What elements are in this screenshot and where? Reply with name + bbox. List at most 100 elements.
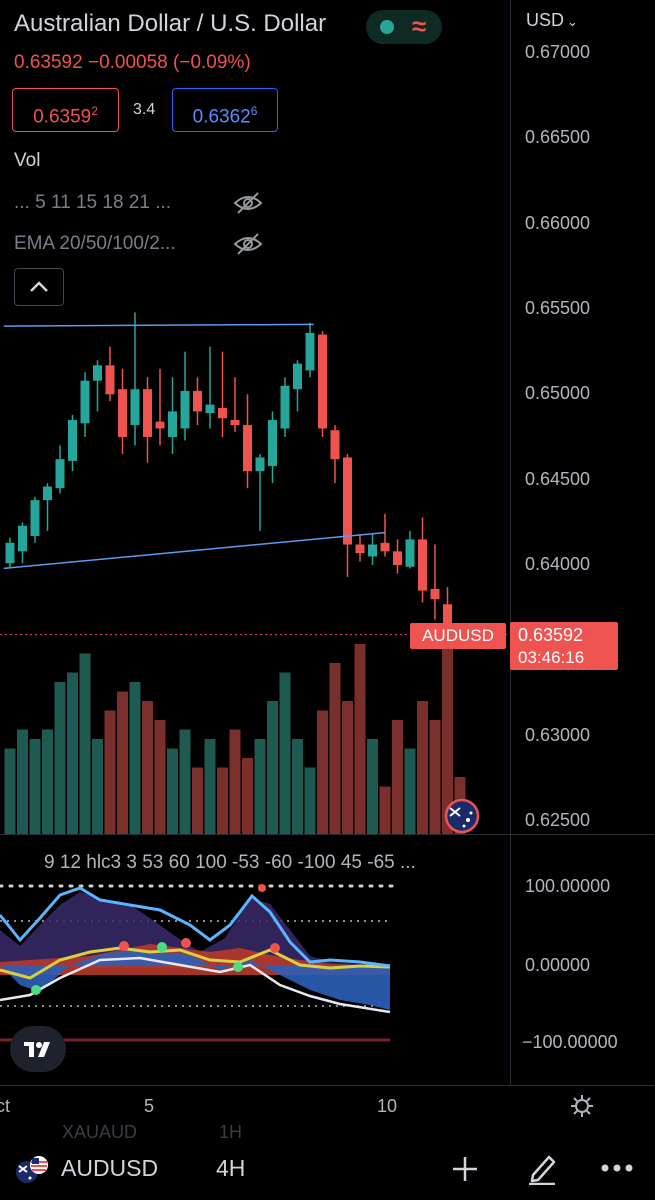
volume-bar [204,739,216,834]
instrument-title[interactable]: Australian Dollar / U.S. Dollar [14,10,327,37]
price-axis-label: 0.65500 [525,298,591,318]
candle-body[interactable] [255,457,265,472]
candle-body[interactable] [68,419,77,461]
price-axis-label: 0.62500 [525,810,591,830]
candle-body[interactable] [430,588,440,600]
osc-signal-dot [31,985,41,995]
currency-pair-flags-icon [16,1156,48,1183]
candle-body[interactable] [180,390,190,429]
candle-body[interactable] [318,334,327,429]
time-axis-border [0,1085,655,1086]
volume-bar [329,663,341,834]
candle-body[interactable] [243,425,252,472]
market-status-pill[interactable]: ≈ [366,10,442,44]
osc-signal-dot [233,962,243,972]
candle-body[interactable] [43,486,52,501]
oscillator-pane[interactable] [0,884,394,1042]
delayed-wave-icon: ≈ [412,11,427,41]
candle-body[interactable] [380,542,390,552]
settings-gear-icon[interactable] [570,1094,594,1118]
pane-separator[interactable] [0,834,655,835]
volume-bar [217,767,228,834]
candle-body[interactable] [268,419,277,467]
volume-bar [267,701,278,834]
price-change-pct: (−0.09%) [173,52,251,73]
last-price-tag: 0.63592 03:46:16 [510,622,618,670]
osc-signal-dot [119,941,129,951]
candle-body[interactable] [118,389,127,437]
bid-pip: 2 [91,104,98,118]
currency-selector[interactable]: USD ⌄ [526,10,578,31]
candle-body[interactable] [205,404,215,414]
volume-bar [417,701,428,834]
chevron-down-icon: ⌄ [567,14,578,29]
volume-bar [92,739,103,834]
volume-bar [17,729,28,834]
volume-bar [242,758,253,834]
volume-bar [279,672,291,834]
economic-event-flag-icon[interactable] [444,798,480,834]
more-dots-icon[interactable] [600,1162,634,1174]
candle-body[interactable] [155,421,165,429]
eye-off-icon[interactable] [233,192,263,214]
osc-dark-area [0,892,390,968]
candle-body[interactable] [230,419,240,426]
ask-pip: 6 [250,104,258,118]
price-axis[interactable] [510,0,655,1085]
candle-body[interactable] [393,551,402,565]
trendline[interactable] [3,323,314,327]
candle-body[interactable] [55,459,65,489]
candle-body[interactable] [130,389,140,426]
candle-body[interactable] [405,539,415,567]
candle-body[interactable] [280,385,290,429]
candle-body[interactable] [105,365,115,395]
price-axis-label: 0.64000 [525,554,591,574]
volume-bar [67,672,78,834]
candle-body[interactable] [93,365,102,381]
indicator-legend-1[interactable]: ... 5 11 15 18 21 ... [14,192,172,213]
candle-body[interactable] [305,332,315,371]
osc-signal-dot [181,938,191,948]
volume-bar [354,644,366,834]
candle-body[interactable] [368,544,377,557]
candle-body[interactable] [80,380,90,424]
candle-body[interactable] [343,457,352,545]
symbol-selector[interactable]: AUDUSD [61,1155,159,1181]
ema-legend[interactable]: EMA 20/50/100/2... [14,233,176,254]
price-axis-label: 0.66000 [525,212,591,233]
candle-body[interactable] [355,544,365,554]
candle-body[interactable] [443,604,452,634]
timeframe-selector[interactable]: 4H [216,1155,246,1181]
volume-bar [229,729,241,834]
price-axis-label: 0.66500 [525,127,591,148]
pencil-icon[interactable] [527,1151,557,1185]
price-axis-label: 0.63000 [525,724,591,745]
candle-body[interactable] [193,390,202,412]
trendline[interactable] [3,531,386,570]
chart-canvas[interactable] [0,0,510,1085]
candle-body[interactable] [18,525,27,552]
oscillator-legend[interactable]: 9 12 hlc3 3 53 60 100 -53 -60 -100 45 -6… [44,852,416,873]
collapse-legend-button[interactable] [14,268,64,306]
candle-body[interactable] [218,407,227,419]
volume-bar [392,720,403,834]
sell-button[interactable]: 0.63592 [12,88,119,132]
candle-body[interactable] [293,363,302,390]
volume-bar [254,739,266,834]
tradingview-logo-icon[interactable] [10,1026,66,1072]
volume-legend[interactable]: Vol [14,150,41,171]
plus-icon[interactable] [451,1155,479,1183]
candle-body[interactable] [5,542,15,564]
candle-body[interactable] [168,411,177,437]
eye-off-icon[interactable] [233,233,263,255]
buy-button[interactable]: 0.63626 [172,88,278,132]
candle-body[interactable] [418,539,427,591]
candle-body[interactable] [330,430,340,460]
volume-bar [304,767,316,834]
candle-body[interactable] [30,500,40,536]
volume-bar [442,625,453,834]
volume-bar [292,739,303,834]
ask-price: 0.6362 [192,106,251,128]
volume-bar [379,786,391,834]
candle-body[interactable] [143,389,152,437]
